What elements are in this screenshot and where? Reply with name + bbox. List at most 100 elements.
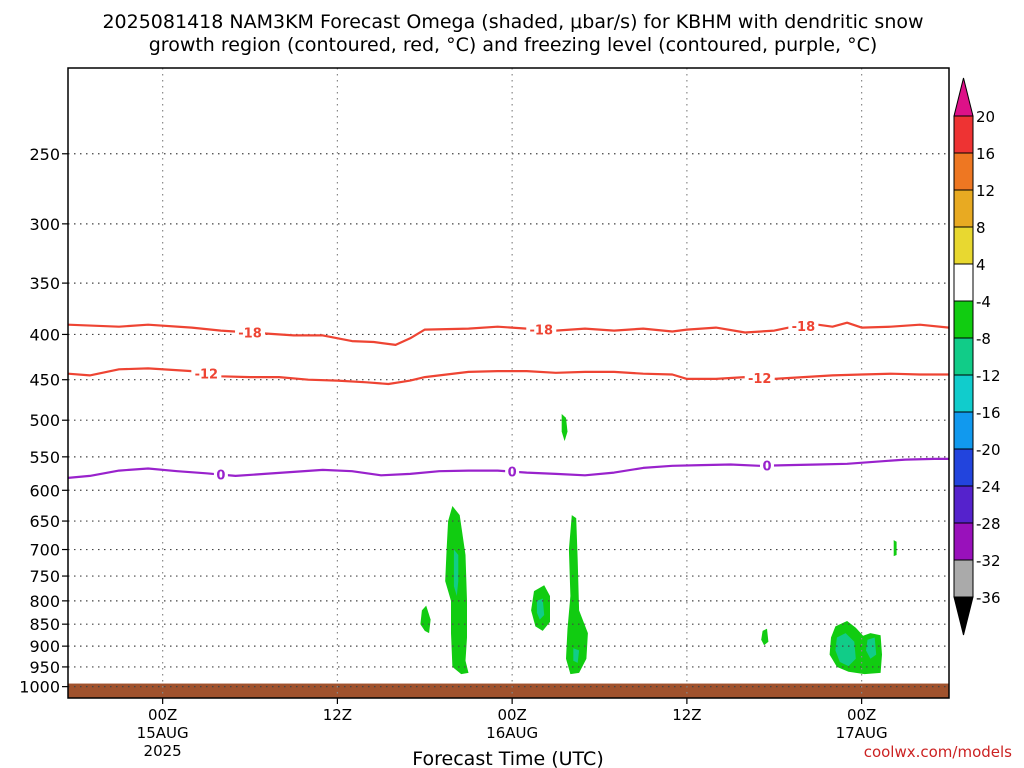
omega-region-6	[847, 479, 864, 511]
contour-label-2-1: 0	[508, 466, 517, 481]
y-tick-label-700: 700	[29, 541, 60, 560]
omega-region-24	[573, 648, 580, 663]
x-tick-label-0-0: 00Z	[148, 706, 177, 724]
contour-line-1	[68, 367, 949, 386]
omega-region-23	[536, 598, 545, 620]
temperature-contours: -18 -18 -18 -12 -12 0 0 0	[68, 318, 949, 484]
omega-region-3	[448, 156, 466, 409]
omega-shading	[75, 68, 928, 675]
y-tick-label-900: 900	[29, 637, 60, 656]
y-tick-label-650: 650	[29, 512, 60, 531]
y-tick-label-850: 850	[29, 615, 60, 634]
x-tick-label-0-1: 15AUG	[137, 724, 189, 742]
colorbar-label-4: 4	[976, 256, 986, 274]
y-tick-label-1000: 1000	[19, 678, 60, 697]
x-tick-label-24-1: 16AUG	[486, 724, 538, 742]
omega-region-26	[866, 637, 877, 659]
y-tick-label-550: 550	[29, 448, 60, 467]
contour-label-bg-0-0	[235, 324, 266, 341]
colorbar-label-7: -12	[976, 367, 1001, 385]
x-tick-label-12-0: 12Z	[323, 706, 352, 724]
omega-region-15	[420, 605, 431, 634]
contour-label-bg-1-0	[191, 365, 222, 382]
colorbar-segment-4	[953, 263, 974, 302]
colorbar-segment-2	[953, 189, 974, 228]
omega-region-10	[523, 652, 530, 673]
contour-label-bg-2-1	[505, 463, 520, 480]
chart-title-line1: 2025081418 NAM3KM Forecast Omega (shaded…	[102, 11, 923, 33]
omega-region-19	[761, 628, 769, 646]
omega-region-22	[453, 549, 459, 596]
omega-region-21	[893, 540, 897, 557]
colorbar-segment-3	[953, 226, 974, 265]
plot-frame	[67, 67, 950, 699]
omega-region-17	[566, 515, 588, 675]
y-tick-label-300: 300	[29, 215, 60, 234]
y-tick-label-950: 950	[29, 658, 60, 677]
omega-region-5	[778, 134, 837, 651]
omega-region-2	[232, 565, 239, 582]
contour-label-1-1: -12	[748, 372, 772, 387]
contour-label-bg-0-2	[788, 318, 819, 335]
colorbar-label-13: -36	[976, 589, 1001, 607]
omega-region-0	[75, 641, 131, 663]
ground-fill	[68, 683, 949, 698]
contour-label-0-1: -18	[530, 324, 554, 339]
plot-area: -18 -18 -18 -12 -12 0 0 0	[68, 68, 949, 698]
omega-region-4	[555, 68, 582, 278]
contour-label-bg-2-0	[213, 466, 228, 483]
omega-region-12	[890, 637, 900, 652]
colorbar-segment-1	[953, 152, 974, 191]
colorbar-legend: 20 16 12 8 4 -4 -8 -12 -16 -20 -24 -28 -32 -36	[953, 77, 1001, 636]
colorbar-label-2: 12	[976, 182, 995, 200]
omega-region-7	[873, 552, 887, 599]
y-tick-label-800: 800	[29, 592, 60, 611]
contour-label-2-2: 0	[762, 460, 771, 475]
colorbar-label-6: -8	[976, 330, 991, 348]
colorbar-label-9: -20	[976, 441, 1001, 459]
y-tick-label-250: 250	[29, 145, 60, 164]
contour-label-0-0: -18	[238, 327, 262, 342]
colorbar-label-5: -4	[976, 293, 991, 311]
x-tick-label-24-0: 00Z	[497, 706, 526, 724]
x-tick-label-48-0: 00Z	[847, 706, 876, 724]
credit-text: coolwx.com/models	[864, 743, 1012, 761]
contour-label-2-0: 0	[216, 469, 225, 484]
omega-region-9	[504, 600, 514, 627]
omega-region-11	[550, 549, 555, 569]
colorbar-segment-11	[953, 522, 974, 561]
colorbar-segment-12	[953, 559, 974, 598]
chart-title-line2: growth region (contoured, red, °C) and f…	[149, 34, 878, 56]
y-tick-label-500: 500	[29, 411, 60, 430]
contour-label-bg-2-2	[759, 457, 774, 474]
colorbar-segment-9	[953, 448, 974, 487]
colorbar-label-12: -32	[976, 552, 1001, 570]
colorbar-label-1: 16	[976, 145, 995, 163]
x-tick-label-36-0: 12Z	[672, 706, 701, 724]
contour-label-bg-1-1	[744, 369, 775, 386]
y-tick-label-600: 600	[29, 481, 60, 500]
x-axis-label: Forecast Time (UTC)	[412, 748, 603, 768]
omega-region-13	[914, 636, 928, 643]
colorbar-label-0: 20	[976, 108, 995, 126]
ground-layer	[68, 683, 949, 698]
x-tick-label-0-2: 2025	[144, 742, 182, 760]
colorbar-segment-8	[953, 411, 974, 450]
omega-region-1	[169, 633, 185, 665]
y-tick-label-450: 450	[29, 371, 60, 390]
y-tick-label-400: 400	[29, 325, 60, 344]
colorbar-label-10: -24	[976, 478, 1001, 496]
colorbar-segment-5	[953, 300, 974, 339]
colorbar-segment-10	[953, 485, 974, 524]
colorbar-segment-7	[953, 374, 974, 413]
contour-label-1-0: -12	[195, 368, 219, 383]
pressure-axis: 250 300 350 400 450 500 550 600 650 700 750 800 850 9…	[19, 145, 68, 697]
omega-region-25	[835, 633, 856, 667]
y-tick-label-750: 750	[29, 567, 60, 586]
colorbar-label-3: 8	[976, 219, 986, 237]
y-tick-label-350: 350	[29, 274, 60, 293]
contour-label-0-2: -18	[792, 320, 816, 335]
colorbar-segment-6	[953, 337, 974, 376]
